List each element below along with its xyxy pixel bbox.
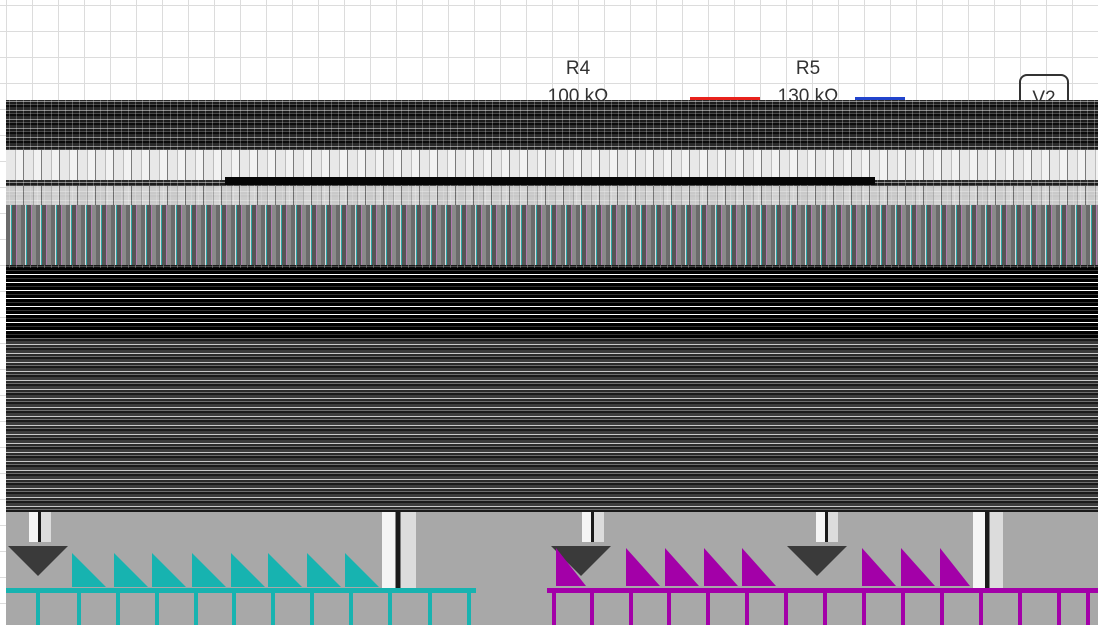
channel-b-tick [1057, 593, 1061, 625]
render-artifact-light-band [6, 150, 1098, 180]
channel-a-tick [349, 593, 353, 625]
channel-a-tick [310, 593, 314, 625]
channel-a-tick [271, 593, 275, 625]
r4-label[interactable]: R4 [565, 58, 591, 79]
channel-b-waveform [556, 548, 586, 586]
marker-pillar-4 [816, 512, 838, 542]
render-artifact-light-band-2 [6, 186, 1098, 206]
chevron-down-icon [8, 546, 68, 576]
channel-b-tick [940, 593, 944, 625]
marker-pillar-3 [582, 512, 604, 542]
channel-b-tick [823, 593, 827, 625]
channel-a-tick [428, 593, 432, 625]
channel-b-waveform [940, 548, 970, 586]
channel-a-tick [116, 593, 120, 625]
channel-b-waveform [665, 548, 699, 586]
channel-a-tick [155, 593, 159, 625]
r5-label[interactable]: R5 [795, 58, 821, 79]
channel-a-trace [6, 588, 476, 593]
channel-b-waveform [742, 548, 776, 586]
marker-pillar-1 [29, 512, 51, 542]
channel-a-waveform [268, 553, 302, 587]
channel-a-waveform [231, 553, 265, 587]
chevron-down-icon [787, 546, 847, 576]
channel-b-tick [552, 593, 556, 625]
channel-a-waveform [72, 553, 106, 587]
channel-b-tick [901, 593, 905, 625]
channel-b-trace [547, 588, 1098, 593]
channel-b-tick [979, 593, 983, 625]
channel-a-tick [388, 593, 392, 625]
channel-a-tick [77, 593, 81, 625]
blue-wire[interactable] [855, 97, 905, 100]
channel-a-tick [467, 593, 471, 625]
channel-b-tick [1018, 593, 1022, 625]
render-artifact-black-band [6, 268, 1098, 338]
channel-b-waveform [901, 548, 935, 586]
render-artifact-gray-band [6, 338, 1098, 512]
channel-b-waveform [704, 548, 738, 586]
red-wire[interactable] [690, 97, 760, 100]
channel-a-waveform [192, 553, 226, 587]
channel-b-tick [629, 593, 633, 625]
channel-b-tick [706, 593, 710, 625]
channel-a-tick [36, 593, 40, 625]
channel-b-tick [667, 593, 671, 625]
channel-a-waveform [307, 553, 341, 587]
channel-a-tick [232, 593, 236, 625]
channel-a-waveform [345, 553, 379, 587]
channel-b-tick [590, 593, 594, 625]
channel-b-waveform [626, 548, 660, 586]
channel-b-tick [862, 593, 866, 625]
channel-b-tick [1086, 593, 1090, 625]
render-artifact-color-band [6, 205, 1098, 265]
channel-b-waveform [862, 548, 896, 586]
render-artifact-dark-bar [225, 177, 875, 185]
marker-pillar-2 [382, 512, 416, 590]
channel-a-tick [194, 593, 198, 625]
channel-a-waveform [152, 553, 186, 587]
channel-b-tick [784, 593, 788, 625]
channel-b-tick [745, 593, 749, 625]
channel-a-waveform [114, 553, 148, 587]
marker-pillar-5 [973, 512, 1003, 590]
